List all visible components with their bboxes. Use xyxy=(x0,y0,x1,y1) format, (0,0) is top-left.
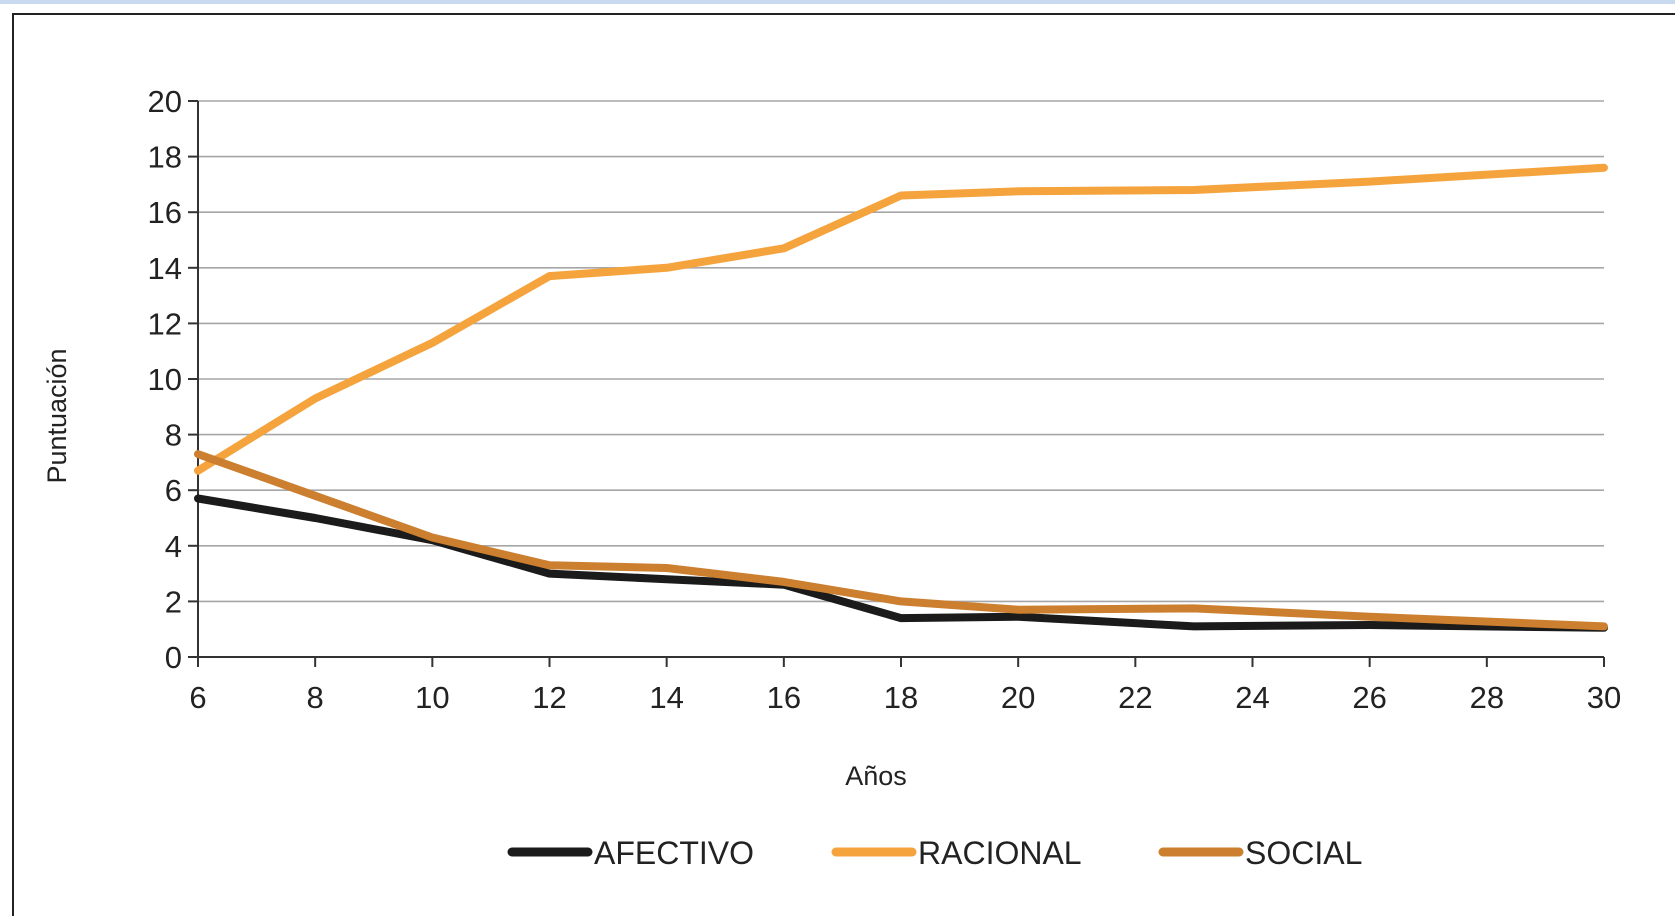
x-tick-label: 28 xyxy=(1470,680,1504,715)
legend: AFECTIVO RACIONAL SOCIAL xyxy=(507,835,1362,871)
x-tick-label: 26 xyxy=(1352,680,1386,715)
x-tick-label: 10 xyxy=(415,680,449,715)
x-tick-labels: 6 8 10 12 14 16 18 20 22 24 26 28 30 xyxy=(189,680,1621,715)
y-tick-label: 20 xyxy=(148,84,182,119)
x-tick-label: 12 xyxy=(532,680,566,715)
x-tick-label: 22 xyxy=(1118,680,1152,715)
x-tick-label: 6 xyxy=(189,680,206,715)
legend-item-racional: RACIONAL xyxy=(831,835,1082,871)
y-tick-labels: 0 2 4 6 8 10 12 14 16 18 20 xyxy=(148,84,182,675)
x-tick-label: 30 xyxy=(1587,680,1621,715)
y-tick-label: 10 xyxy=(148,362,182,397)
x-tick-label: 8 xyxy=(307,680,324,715)
x-tick-label: 16 xyxy=(767,680,801,715)
legend-item-social: SOCIAL xyxy=(1158,835,1362,871)
x-tick-label: 18 xyxy=(884,680,918,715)
y-tick-label: 16 xyxy=(148,195,182,230)
y-tick-label: 2 xyxy=(165,584,182,619)
x-tick-label: 14 xyxy=(649,680,683,715)
legend-label: AFECTIVO xyxy=(594,835,754,871)
legend-label: SOCIAL xyxy=(1245,835,1362,871)
series-line-afectivo xyxy=(194,494,1608,632)
y-tick-label: 6 xyxy=(165,473,182,508)
legend-label: RACIONAL xyxy=(918,835,1082,871)
legend-item-afectivo: AFECTIVO xyxy=(507,835,754,871)
x-tick-label: 20 xyxy=(1001,680,1035,715)
chart-frame xyxy=(12,13,1675,916)
series-line-social xyxy=(194,450,1608,631)
y-axis-title: Puntuación xyxy=(42,348,72,483)
y-tick-label: 0 xyxy=(165,640,182,675)
window-top-strip xyxy=(0,0,1675,4)
y-tick-label: 18 xyxy=(148,140,182,175)
axes xyxy=(188,100,1605,667)
x-axis-title: Años xyxy=(845,761,907,791)
y-tick-label: 8 xyxy=(165,418,182,453)
series-lines xyxy=(194,163,1608,632)
series-line-racional xyxy=(194,163,1608,475)
y-tick-label: 14 xyxy=(148,251,182,286)
y-tick-label: 4 xyxy=(165,529,182,564)
x-tick-label: 24 xyxy=(1235,680,1269,715)
y-tick-label: 12 xyxy=(148,306,182,341)
